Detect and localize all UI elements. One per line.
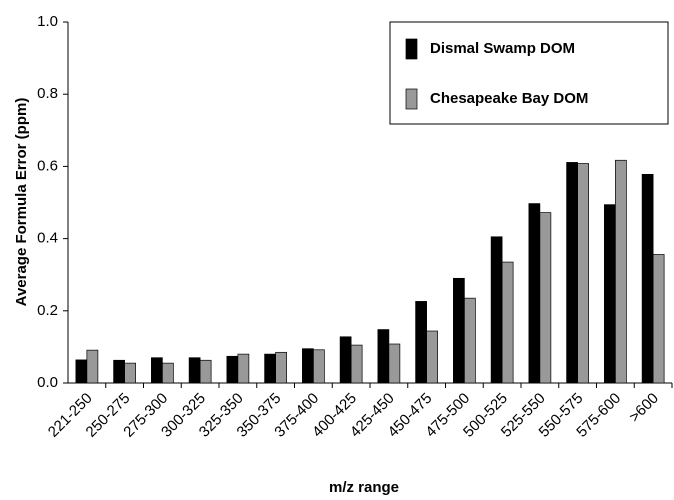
- y-tick-label: 0.6: [37, 157, 58, 174]
- bar: [566, 162, 578, 384]
- bar: [113, 359, 125, 384]
- bar: [577, 163, 589, 384]
- legend-swatch: [405, 88, 418, 110]
- bar: [86, 349, 99, 384]
- bar: [490, 236, 503, 384]
- y-tick-label: 0.2: [37, 302, 58, 319]
- bar: [604, 204, 616, 384]
- bar: [377, 329, 390, 384]
- bar: [388, 343, 401, 384]
- y-tick-label: 0.8: [37, 85, 58, 102]
- bar: [501, 261, 514, 384]
- bar: [464, 297, 476, 384]
- legend-label: Chesapeake Bay DOM: [430, 90, 588, 107]
- bar: [350, 344, 363, 384]
- bar: [275, 351, 287, 384]
- legend: Dismal Swamp DOM Chesapeake Bay DOM: [389, 21, 669, 125]
- legend-box: [389, 21, 669, 125]
- y-tick-label: 1.0: [37, 13, 58, 30]
- bar: [124, 362, 136, 384]
- bar: [339, 336, 352, 384]
- bar: [162, 362, 174, 384]
- bar: [615, 159, 627, 384]
- bar: [528, 203, 541, 384]
- bar: [313, 349, 325, 384]
- bar: [264, 353, 276, 384]
- legend-swatch: [405, 38, 418, 60]
- bar: [539, 212, 552, 384]
- x-tick-label: >600: [626, 390, 662, 426]
- bar: [237, 353, 250, 384]
- bar: [226, 355, 239, 384]
- y-tick-label: 0.0: [37, 374, 58, 391]
- legend-label: Dismal Swamp DOM: [430, 40, 575, 57]
- y-axis-label: Average Formula Error (ppm): [13, 98, 30, 307]
- bar: [188, 357, 201, 384]
- bar: [453, 277, 465, 384]
- x-axis-label: m/z range: [329, 479, 399, 496]
- bar: [199, 359, 212, 384]
- bar: [302, 348, 314, 384]
- bar: [151, 357, 163, 384]
- bar: [426, 330, 438, 384]
- bar: [75, 359, 88, 384]
- bar: [652, 254, 665, 384]
- y-tick-label: 0.4: [37, 230, 58, 247]
- bar: [641, 173, 654, 384]
- bar: [415, 301, 427, 384]
